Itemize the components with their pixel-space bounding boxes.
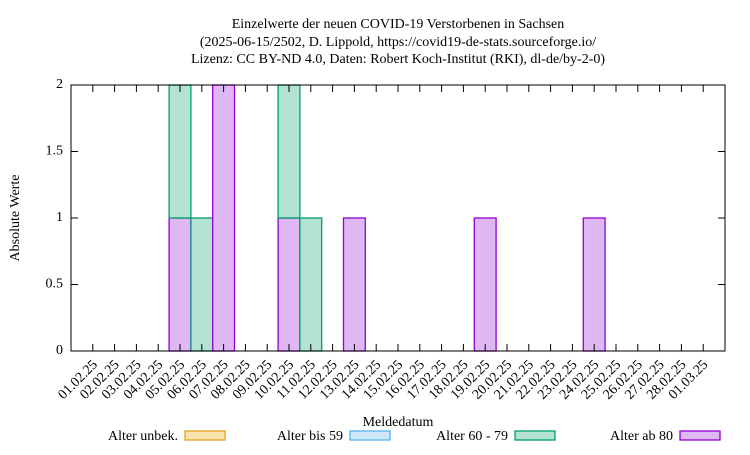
bar (168, 217, 192, 352)
legend-swatch (184, 430, 226, 441)
chart-title: Einzelwerte der neuen COVID-19 Verstorbe… (232, 17, 565, 32)
legend-label: Alter unbek. (108, 429, 178, 444)
legend-swatch (679, 430, 721, 441)
legend-label: Alter ab 80 (610, 429, 673, 444)
chart-subtitle: (2025-06-15/2502, D. Lippold, https://co… (200, 35, 596, 50)
y-tick-label: 1.5 (46, 144, 64, 159)
y-axis-label: Absolute Werte (8, 175, 23, 262)
y-tick-label: 0 (56, 343, 63, 358)
bar (342, 217, 366, 352)
x-axis-label: Meldedatum (363, 415, 434, 430)
bar (277, 217, 301, 352)
y-tick-label: 1 (56, 210, 63, 225)
bar (168, 84, 192, 219)
bar (473, 217, 497, 352)
y-tick-label: 2 (56, 77, 63, 92)
chart-subtitle: Lizenz: CC BY-ND 4.0, Daten: Robert Koch… (191, 52, 605, 67)
bar (582, 217, 606, 352)
legend-swatch (349, 430, 391, 441)
legend-label: Alter 60 - 79 (436, 429, 508, 444)
y-tick-label: 0.5 (46, 277, 64, 292)
bar (212, 84, 236, 352)
legend-label: Alter bis 59 (277, 429, 343, 444)
bar (277, 84, 301, 219)
legend-swatch (514, 430, 556, 441)
bar (190, 217, 214, 352)
bar (299, 217, 323, 352)
